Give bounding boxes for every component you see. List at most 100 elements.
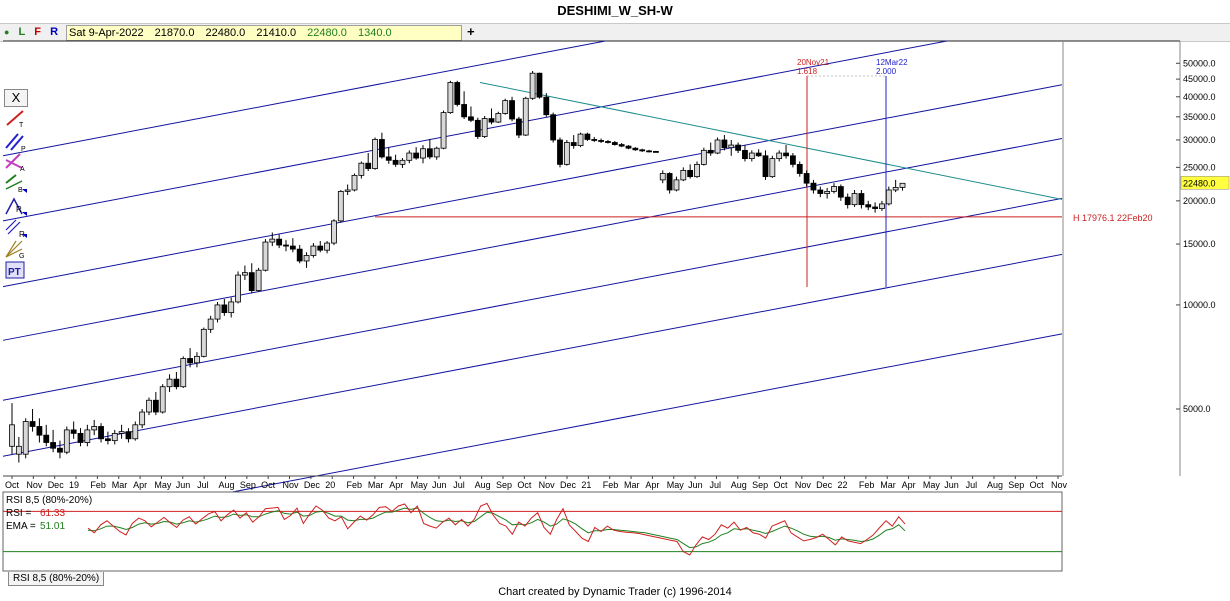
candle-body (892, 187, 899, 191)
candle-body (125, 431, 132, 440)
candle-body (851, 193, 858, 206)
mode-r-button[interactable]: R (50, 26, 59, 38)
parallel-tool[interactable]: P (4, 132, 28, 153)
candle-body (755, 152, 762, 157)
time-projection-icon: PT (5, 261, 25, 279)
svg-text:R: R (16, 205, 22, 214)
candle-body (77, 432, 84, 443)
x-tick-label: Aug (218, 480, 234, 490)
x-tick-label: 22 (838, 480, 848, 490)
x-tick-label: Jun (688, 480, 703, 490)
candle-body (57, 447, 63, 453)
candle-body (111, 432, 118, 442)
fib-ratio-label: 1.618 (797, 67, 818, 76)
candle-body (378, 139, 385, 158)
candle-body (228, 301, 235, 314)
candle-body (255, 269, 262, 292)
x-tick-label: May (667, 480, 685, 490)
candle-body (9, 424, 15, 447)
fib-ratio-label: 2.000 (876, 67, 897, 76)
chart-mode-buttons: ● L F R (4, 25, 64, 40)
add-button[interactable]: + (467, 24, 475, 39)
gann-tool[interactable]: G (4, 239, 28, 260)
candle-body (29, 421, 36, 427)
candle-body (372, 139, 378, 169)
x-tick-label: May (923, 480, 941, 490)
x-tick-label: Aug (987, 480, 1003, 490)
candle-body (296, 248, 303, 262)
x-tick-label: Feb (90, 480, 106, 490)
close-tools-button[interactable]: X (4, 89, 28, 107)
x-tick-label: Feb (603, 480, 619, 490)
candle-body (22, 421, 29, 455)
ratio-tool[interactable]: R (4, 218, 28, 239)
candle-body (598, 140, 604, 142)
rsi-series-line (87, 502, 906, 556)
candle-body (324, 242, 331, 251)
x-tick-label: Dec (304, 480, 321, 490)
candle-body (413, 152, 420, 159)
candle-body (399, 159, 406, 165)
candle-body (742, 149, 748, 160)
quote-date: Sat 9-Apr-2022 (69, 27, 144, 39)
trendline-tool[interactable]: T (4, 108, 28, 129)
candle-body (105, 438, 111, 442)
candle-body (214, 304, 221, 320)
candle-body (509, 100, 515, 120)
x-tick-label: 19 (69, 480, 79, 490)
x-tick-label: 21 (581, 480, 591, 490)
candle-body (639, 149, 646, 152)
candle-body (831, 186, 837, 192)
candle-body (495, 113, 502, 123)
candle-body (207, 318, 214, 330)
fib-tool[interactable]: B (4, 173, 28, 194)
time-tool[interactable]: PT (4, 260, 28, 280)
candle-body (317, 245, 324, 251)
candle-body (454, 82, 461, 105)
candle-body (570, 142, 577, 146)
info-bar: ● L F R Sat 9-Apr-2022 21870.0 22480.0 2… (0, 23, 1230, 42)
candle-body (235, 274, 241, 303)
x-tick-label: Nov (26, 480, 43, 490)
candle-body (15, 445, 22, 455)
x-tick-label: Jul (966, 480, 978, 490)
price-panel (3, 41, 1180, 476)
x-tick-label: Nov (539, 480, 556, 490)
quote-close: 22480.0 (307, 27, 347, 39)
x-tick-label: Apr (902, 480, 916, 490)
candle-body (474, 119, 481, 137)
candle-body (605, 141, 611, 143)
retracement-tool[interactable]: R (4, 196, 28, 216)
angle-tool[interactable]: A (4, 152, 28, 173)
candle-body (488, 118, 495, 123)
candle-body (276, 238, 283, 246)
candle-body (516, 118, 522, 136)
y-tick-label: 30000.0 (1183, 135, 1216, 145)
quote-field: Sat 9-Apr-2022 21870.0 22480.0 21410.0 2… (66, 25, 462, 41)
downtrend-line (479, 81, 1063, 200)
candle-body (502, 100, 509, 114)
x-tick-label: Feb (347, 480, 363, 490)
candle-body (673, 179, 680, 191)
x-tick-label: Dec (560, 480, 577, 490)
candle-body (310, 245, 317, 256)
x-tick-label: 20 (325, 480, 335, 490)
x-tick-label: Oct (261, 480, 276, 490)
quote-high: 22480.0 (205, 27, 246, 39)
x-tick-label: Sep (496, 480, 512, 490)
candle-body (166, 378, 173, 388)
mode-l-button[interactable]: L (18, 26, 26, 38)
candle-body (646, 150, 652, 153)
indicator-tab[interactable]: RSI 8,5 (80%-20%) (8, 572, 105, 586)
candle-body (468, 116, 474, 121)
x-tick-label: Jul (197, 480, 209, 490)
y-tick-label: 40000.0 (1183, 92, 1216, 102)
rsi-title: RSI 8,5 (80%-20%) (6, 495, 92, 506)
x-tick-label: Sep (240, 480, 256, 490)
candle-body (659, 173, 666, 181)
candle-body (844, 196, 851, 206)
mode-f-button[interactable]: F (34, 26, 42, 38)
ratio-lines-icon: R (5, 219, 27, 239)
candle-body (221, 304, 228, 314)
